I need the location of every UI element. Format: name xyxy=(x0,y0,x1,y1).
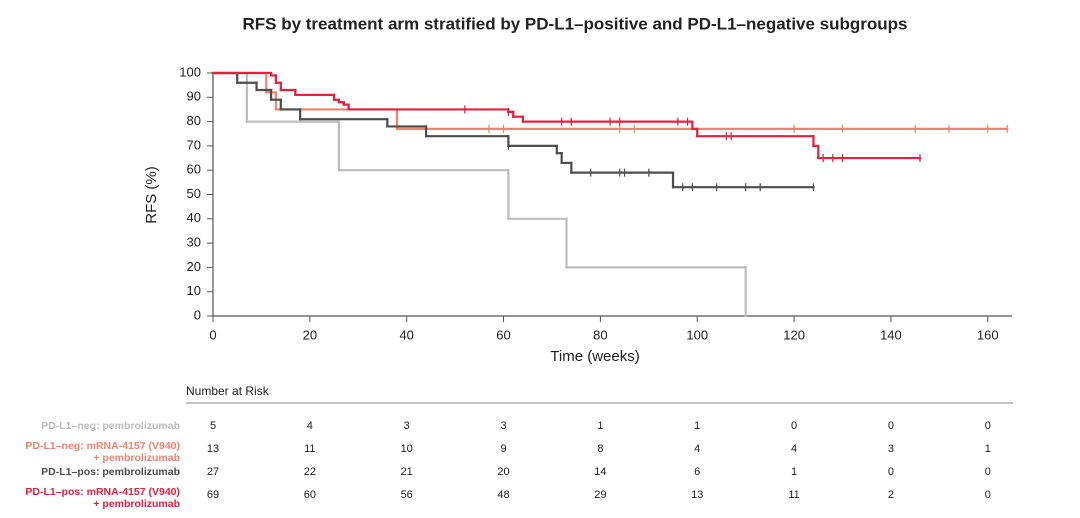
risk-row-label: PD-L1–neg: mRNA-4157 (V940) xyxy=(25,440,180,452)
risk-count: 48 xyxy=(497,489,509,501)
risk-row-label: + pembrolizumab xyxy=(93,498,180,510)
risk-count: 1 xyxy=(791,466,797,478)
y-tick-label: 100 xyxy=(179,64,201,79)
x-axis-label: Time (weeks) xyxy=(550,348,639,365)
risk-count: 8 xyxy=(597,443,603,455)
risk-count: 29 xyxy=(594,489,606,501)
y-tick-label: 20 xyxy=(187,259,201,274)
risk-count: 10 xyxy=(401,443,413,455)
risk-count: 6 xyxy=(694,466,700,478)
x-tick-label: 80 xyxy=(593,327,607,342)
x-tick-label: 0 xyxy=(209,327,216,342)
risk-row-label: PD-L1–pos: pembrolizumab xyxy=(41,466,180,478)
x-tick-label: 40 xyxy=(399,327,413,342)
y-tick-label: 30 xyxy=(187,235,201,250)
risk-count: 56 xyxy=(401,489,413,501)
risk-count: 3 xyxy=(500,420,506,432)
risk-count: 60 xyxy=(304,489,316,501)
risk-count: 0 xyxy=(985,466,991,478)
y-tick-label: 80 xyxy=(187,113,201,128)
risk-count: 4 xyxy=(694,443,700,455)
risk-table-title: Number at Risk xyxy=(186,384,270,398)
risk-count: 5 xyxy=(210,420,216,432)
x-tick-label: 120 xyxy=(783,327,805,342)
y-tick-label: 40 xyxy=(187,210,201,225)
risk-count: 2 xyxy=(888,489,894,501)
risk-count: 27 xyxy=(207,466,219,478)
risk-row-label: PD-L1–neg: pembrolizumab xyxy=(41,420,180,432)
y-tick-label: 10 xyxy=(187,283,201,298)
risk-count: 9 xyxy=(500,443,506,455)
y-tick-label: 0 xyxy=(194,307,201,322)
risk-count: 0 xyxy=(888,420,894,432)
risk-count: 20 xyxy=(497,466,509,478)
risk-count: 4 xyxy=(307,420,313,432)
risk-count: 69 xyxy=(207,489,219,501)
risk-count: 11 xyxy=(788,489,799,501)
risk-count: 3 xyxy=(404,420,410,432)
risk-count: 11 xyxy=(304,443,315,455)
risk-count: 22 xyxy=(304,466,316,478)
risk-count: 1 xyxy=(597,420,603,432)
risk-count: 21 xyxy=(401,466,413,478)
risk-count: 0 xyxy=(985,489,991,501)
chart-title: RFS by treatment arm stratified by PD-L1… xyxy=(242,14,907,33)
y-tick-label: 60 xyxy=(187,162,201,177)
x-tick-label: 20 xyxy=(303,327,317,342)
x-tick-label: 60 xyxy=(496,327,510,342)
y-tick-label: 50 xyxy=(187,186,201,201)
risk-row-label: PD-L1–pos: mRNA-4157 (V940) xyxy=(25,486,180,498)
risk-count: 4 xyxy=(791,443,797,455)
x-tick-label: 140 xyxy=(880,327,902,342)
y-axis-label: RFS (%) xyxy=(143,166,160,224)
x-tick-label: 100 xyxy=(686,327,708,342)
risk-count: 0 xyxy=(791,420,797,432)
risk-count: 13 xyxy=(207,443,219,455)
risk-row-label: + pembrolizumab xyxy=(93,452,180,464)
risk-count: 0 xyxy=(888,466,894,478)
risk-count: 1 xyxy=(985,443,991,455)
y-tick-label: 70 xyxy=(187,137,201,152)
risk-count: 0 xyxy=(985,420,991,432)
risk-count: 1 xyxy=(694,420,700,432)
x-tick-label: 160 xyxy=(977,327,999,342)
y-tick-label: 90 xyxy=(187,89,201,104)
risk-count: 3 xyxy=(888,443,894,455)
risk-count: 13 xyxy=(691,489,703,501)
risk-count: 14 xyxy=(594,466,606,478)
